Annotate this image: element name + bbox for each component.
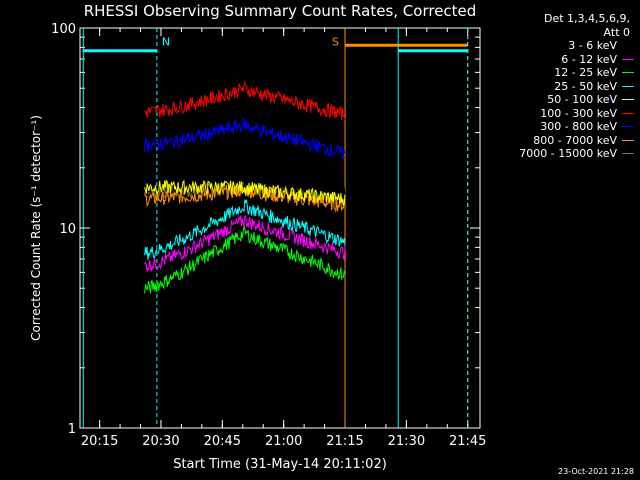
legend-entry: 300 - 800 keV: [484, 120, 634, 134]
legend-swatch: [622, 58, 634, 60]
legend-swatch: [622, 45, 634, 47]
legend-entry-label: 12 - 25 keV: [554, 66, 617, 79]
series-6to12keV-kev-line: [144, 214, 346, 272]
legend-swatch: [622, 99, 634, 101]
legend-entry: 6 - 12 keV: [484, 53, 634, 67]
legend-swatch: [622, 139, 634, 141]
x-tick-label: 21:30: [388, 434, 425, 449]
chart-title: RHESSI Observing Summary Count Rates, Co…: [84, 2, 477, 20]
annotation-s: S: [332, 35, 339, 48]
x-tick-label: 21:00: [265, 434, 302, 449]
legend-swatch: [622, 153, 634, 155]
legend-entry-label: 6 - 12 keV: [561, 52, 617, 66]
series-50to100keV-kev-line: [144, 179, 346, 206]
x-axis-label: Start Time (31-May-14 20:11:02): [173, 457, 387, 472]
legend-entry: 25 - 50 keV: [484, 80, 634, 94]
legend-entry: 3 - 6 keV: [484, 39, 634, 53]
x-tick-label: 20:45: [204, 434, 241, 449]
y-tick-label: 10: [59, 222, 76, 237]
series-100to300keV-kev-line: [144, 81, 346, 121]
legend-entry-label: 800 - 7000 keV: [533, 133, 617, 147]
series-12to25keV-kev-line: [144, 224, 346, 294]
legend-entry: 50 - 100 keV: [484, 93, 634, 107]
legend-entry: 100 - 300 keV: [484, 107, 634, 121]
x-tick-label: 20:15: [81, 434, 118, 449]
legend-swatch: [622, 85, 634, 87]
legend-swatch: [622, 72, 634, 74]
generated-timestamp: 23-Oct-2021 21:28: [558, 467, 634, 476]
y-tick-label: 1: [68, 422, 76, 437]
x-tick-label: 21:15: [326, 434, 363, 449]
y-tick-label: 100: [51, 22, 76, 37]
legend-swatch: [622, 126, 634, 128]
legend-entry-label: 3 - 6 keV: [568, 39, 617, 52]
x-tick-label: 21:45: [449, 434, 486, 449]
series-25to50keV-kev-line: [144, 199, 346, 260]
legend-entry-label: 50 - 100 keV: [547, 93, 617, 106]
plot-frame: [79, 27, 481, 429]
legend-entry-label: 300 - 800 keV: [540, 120, 617, 133]
legend-entry-label: 100 - 300 keV: [540, 106, 617, 120]
x-tick-label: 20:30: [142, 434, 179, 449]
legend-swatch: [622, 112, 634, 114]
series-3to6keV-kev-line: [144, 176, 346, 200]
legend-entry: 800 - 7000 keV: [484, 134, 634, 148]
legend-entry-label: 7000 - 15000 keV: [519, 147, 617, 160]
legend-entry: 7000 - 15000 keV: [484, 147, 634, 161]
annotation-n: N: [162, 35, 170, 48]
series-300to800keV-kev-line: [144, 117, 346, 159]
y-axis-label: Corrected Count Rate (s⁻¹ detector⁻¹): [29, 115, 43, 341]
legend-entry-label: 25 - 50 keV: [554, 79, 617, 93]
legend-header-attenuator: Att 0: [603, 25, 630, 39]
legend-entry: 12 - 25 keV: [484, 66, 634, 80]
legend-header-detectors: Det 1,3,4,5,6,9,: [543, 12, 630, 25]
legend: Det 1,3,4,5,6,9, Att 0 3 - 6 keV 6 - 12 k…: [484, 12, 634, 161]
